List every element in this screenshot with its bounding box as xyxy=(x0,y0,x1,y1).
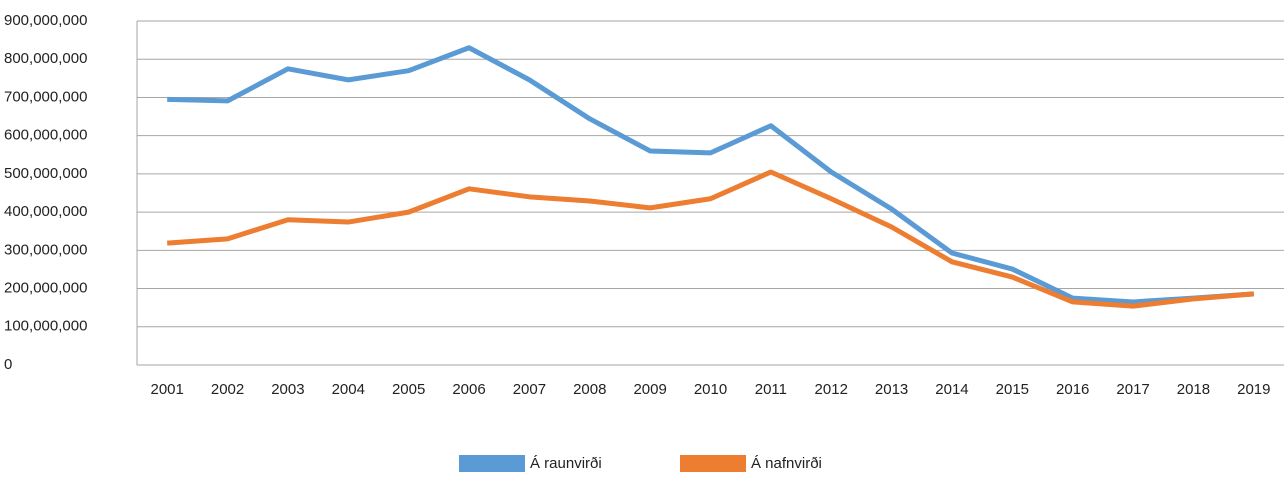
x-tick-label: 2012 xyxy=(815,381,848,398)
x-tick-label: 2002 xyxy=(211,381,244,398)
x-tick-label: 2013 xyxy=(875,381,908,398)
x-tick-label: 2010 xyxy=(694,381,727,398)
x-tick-label: 2015 xyxy=(996,381,1029,398)
y-tick-label: 500,000,000 xyxy=(4,165,87,182)
x-tick-label: 2007 xyxy=(513,381,546,398)
series-line xyxy=(167,45,1254,305)
x-tick-label: 2011 xyxy=(755,381,787,398)
x-tick-label: 2008 xyxy=(573,381,606,398)
x-tick-label: 2017 xyxy=(1116,381,1149,398)
y-tick-label: 800,000,000 xyxy=(4,50,87,67)
y-tick-label: 700,000,000 xyxy=(4,88,87,105)
x-tick-label: 2019 xyxy=(1237,381,1270,398)
x-tick-label: 2009 xyxy=(633,381,666,398)
x-tick-label: 2005 xyxy=(392,381,425,398)
legend-label: Á nafnvirði xyxy=(751,455,822,472)
x-tick-label: 2018 xyxy=(1177,381,1210,398)
x-tick-label: 2004 xyxy=(332,381,365,398)
y-tick-label: 900,000,000 xyxy=(4,12,87,29)
x-tick-label: 2001 xyxy=(150,381,183,398)
x-tick-label: 2003 xyxy=(271,381,304,398)
y-tick-label: 0 xyxy=(4,356,12,373)
legend-label: Á raunvirði xyxy=(530,455,602,472)
y-tick-label: 400,000,000 xyxy=(4,203,87,220)
legend-swatch xyxy=(459,455,525,472)
y-tick-label: 100,000,000 xyxy=(4,318,87,335)
x-tick-label: 2016 xyxy=(1056,381,1089,398)
y-tick-label: 300,000,000 xyxy=(4,241,87,258)
x-tick-label: 2014 xyxy=(935,381,968,398)
y-tick-label: 200,000,000 xyxy=(4,280,87,297)
x-tick-label: 2006 xyxy=(452,381,485,398)
y-tick-label: 600,000,000 xyxy=(4,127,87,144)
series-line xyxy=(167,169,1255,309)
legend-swatch xyxy=(680,455,746,472)
